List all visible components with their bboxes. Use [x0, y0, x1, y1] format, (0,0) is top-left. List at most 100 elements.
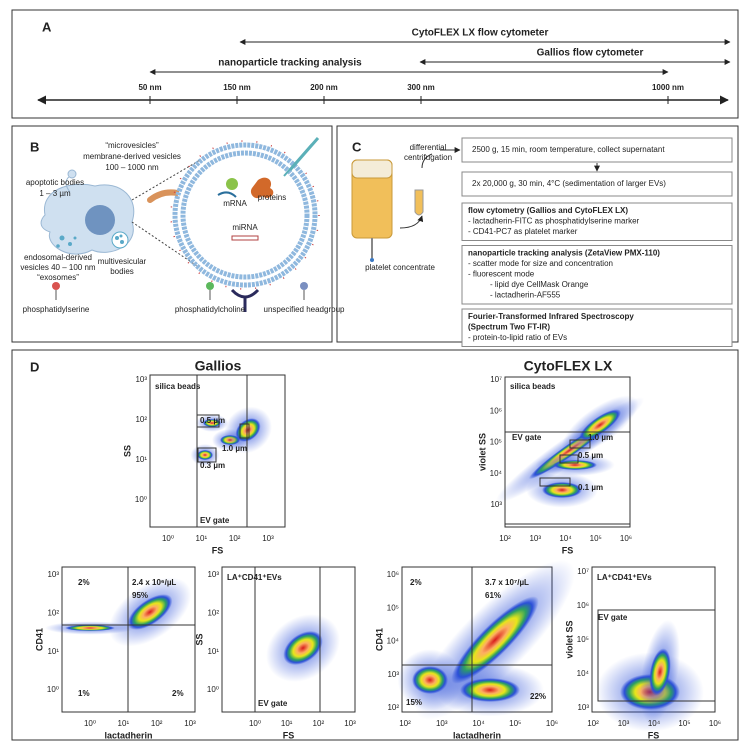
microvesicle-label: membrane-derived vesicles: [83, 152, 181, 161]
cell-illustration: [40, 137, 320, 312]
y-tick-label: 10⁶: [577, 601, 589, 610]
legend-label: phosphatidylserine: [23, 305, 90, 314]
plot-annotation: 0.5 µm: [578, 451, 603, 460]
legend-label: phosphatidylcholine: [175, 305, 246, 314]
plot-annotation: 0.3 µm: [200, 461, 225, 470]
density-cloud: [197, 450, 213, 460]
method-item: - lactadherin-FITC as phosphatidylserine…: [468, 217, 640, 226]
density-cloud: [127, 594, 173, 630]
cargo-label: mRNA: [223, 199, 247, 208]
scale-label: 50 nm: [138, 83, 161, 92]
y-tick-label: 10¹: [135, 455, 147, 464]
x-tick-label: 10²: [399, 719, 411, 728]
x-tick-label: 10⁶: [709, 719, 721, 728]
exosome-label: vesicles 40 – 100 nm: [20, 263, 95, 272]
plot-annotation: 95%: [132, 591, 148, 600]
plot-annotation: 2%: [78, 578, 90, 587]
bag-illustration: [351, 147, 600, 262]
y-tick-label: 10⁷: [490, 375, 502, 384]
method-title: (Spectrum Two FT-IR): [468, 323, 550, 332]
x-tick-label: 10²: [313, 719, 325, 728]
y-tick-label: 10²: [135, 415, 147, 424]
step-text: 2500 g, 15 min, room temperature, collec…: [472, 145, 665, 154]
x-tick-label: 10¹: [196, 534, 208, 543]
method-title: nanoparticle tracking analysis (ZetaView…: [468, 249, 660, 258]
instrument-title: Gallios: [195, 358, 242, 374]
range-label: nanoparticle tracking analysis: [218, 58, 362, 69]
plot-annotation: EV gate: [200, 516, 230, 525]
plot-annotation: 0.5 µm: [200, 416, 225, 425]
panel-label: D: [30, 359, 39, 374]
x-tick-label: 10³: [262, 534, 274, 543]
method-title: flow cytometry (Gallios and CytoFLEX LX): [468, 206, 628, 215]
density-cloud: [460, 678, 520, 702]
exosome-label: endosomal-derived: [24, 253, 92, 262]
y-tick-label: 10⁶: [387, 570, 399, 579]
y-tick-label: 10³: [47, 570, 59, 579]
x-axis-label: FS: [562, 545, 574, 555]
apoptotic-label: apoptotic bodies: [26, 178, 84, 187]
plot-annotation: 2%: [172, 689, 184, 698]
y-tick-label: 10³: [577, 703, 589, 712]
panel-d-box: [11, 349, 739, 741]
centrifugation-label: differential: [410, 143, 447, 152]
x-tick-label: 10¹: [281, 719, 293, 728]
plot-annotation: EV gate: [512, 433, 542, 442]
x-tick-label: 10⁰: [162, 534, 174, 543]
plot-annotation: silica beads: [155, 382, 201, 391]
scale-label: 150 nm: [223, 83, 251, 92]
method-item: - CD41-PC7 as platelet marker: [468, 227, 578, 236]
y-tick-label: 10²: [47, 608, 59, 617]
x-tick-label: 10⁴: [472, 719, 485, 728]
gate: [197, 447, 217, 463]
plot-annotation: LA⁺CD41⁺EVs: [597, 573, 652, 582]
plot-annotation: 1%: [78, 689, 90, 698]
y-tick-label: 10⁵: [387, 603, 399, 612]
plot-annotation: EV gate: [598, 613, 628, 622]
apoptotic-label: 1 – 3 µm: [39, 189, 71, 198]
panel-label: C: [352, 139, 362, 154]
plot-annotation: LA⁺CD41⁺EVs: [227, 573, 282, 582]
method-box: [461, 245, 733, 305]
density-cloud: [579, 409, 621, 441]
method-item: - protein-to-lipid ratio of EVs: [468, 333, 567, 342]
panel-label: A: [42, 19, 52, 34]
x-axis-label: lactadherin: [104, 730, 152, 740]
legend-label: unspecified headgroup: [264, 305, 346, 314]
plot-annotation: 1.0 µm: [588, 433, 613, 442]
plot-annotation: 0.1 µm: [578, 483, 603, 492]
method-item: - lipid dye CellMask Orange: [490, 280, 589, 289]
x-axis-label: lactadherin: [453, 730, 501, 740]
gate: [569, 439, 591, 449]
x-tick-label: 10⁵: [590, 534, 602, 543]
plot-annotation: 2.4 x 10⁶/µL: [132, 578, 176, 587]
plot-annotation: silica beads: [510, 382, 556, 391]
step-box: [461, 171, 733, 197]
x-axis-label: FS: [648, 730, 660, 740]
gate: [539, 477, 571, 487]
range-label: CytoFLEX LX flow cytometer: [412, 28, 549, 39]
instrument-title: CytoFLEX LX: [524, 358, 613, 374]
method-title: Fourier-Transformed Infrared Spectroscop…: [468, 312, 634, 321]
density-cloud: [451, 596, 539, 684]
y-tick-label: 10⁴: [387, 637, 400, 646]
step-text: 2x 20,000 g, 30 min, 4°C (sedimentation …: [472, 179, 666, 188]
x-tick-label: 10³: [184, 719, 196, 728]
x-tick-label: 10⁰: [84, 719, 96, 728]
y-tick-label: 10²: [207, 608, 219, 617]
method-box: [461, 202, 733, 241]
y-tick-label: 10⁷: [577, 567, 589, 576]
y-tick-label: 10⁴: [490, 469, 503, 478]
y-tick-label: 10³: [387, 670, 399, 679]
plot-annotation: 2%: [410, 578, 422, 587]
y-axis-label: CD41: [374, 628, 384, 651]
scale-label: 1000 nm: [652, 83, 684, 92]
x-tick-label: 10⁵: [678, 719, 690, 728]
plot-annotation: 61%: [485, 591, 501, 600]
y-tick-label: 10¹: [47, 647, 59, 656]
centrifugation-label: centrifugation: [404, 153, 452, 162]
y-tick-label: 10⁰: [47, 685, 59, 694]
method-item: - scatter mode for size and concentratio…: [468, 259, 613, 268]
y-axis-label: CD41: [34, 628, 44, 651]
